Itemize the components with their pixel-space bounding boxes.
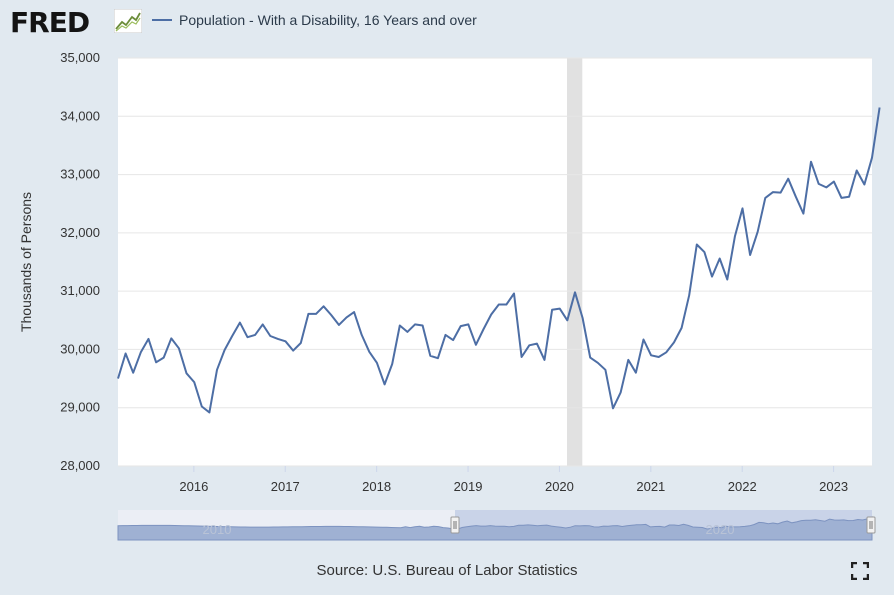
x-tick-label: 2018 bbox=[362, 479, 391, 494]
y-tick-label: 32,000 bbox=[60, 225, 100, 240]
source-note: Source: U.S. Bureau of Labor Statistics bbox=[316, 562, 578, 579]
x-tick-label: 2019 bbox=[454, 479, 483, 494]
legend-line-icon bbox=[152, 19, 172, 21]
y-tick-label: 29,000 bbox=[60, 400, 100, 415]
navigator-right-handle[interactable] bbox=[866, 516, 876, 534]
navigator-series-area bbox=[117, 516, 873, 541]
navigator-label-2010: 2010 bbox=[203, 522, 232, 537]
x-tick-label: 2022 bbox=[728, 479, 757, 494]
x-tick-label: 2016 bbox=[179, 479, 208, 494]
x-tick-label: 2023 bbox=[819, 479, 848, 494]
plot-area bbox=[118, 58, 872, 466]
x-tick-label: 2020 bbox=[545, 479, 574, 494]
x-tick-label: 2017 bbox=[271, 479, 300, 494]
y-tick-label: 34,000 bbox=[60, 108, 100, 123]
navigator-label-2020: 2020 bbox=[706, 522, 735, 537]
x-tick-label: 2021 bbox=[636, 479, 665, 494]
legend-label: Population - With a Disability, 16 Years… bbox=[179, 12, 477, 28]
y-tick-label: 30,000 bbox=[60, 341, 100, 356]
y-axis-label: Thousands of Persons bbox=[18, 192, 34, 332]
fred-logo[interactable]: FRED bbox=[10, 6, 90, 39]
chart-legend[interactable]: Population - With a Disability, 16 Years… bbox=[152, 12, 477, 28]
y-tick-label: 28,000 bbox=[60, 458, 100, 473]
recession-shading bbox=[567, 58, 583, 466]
y-tick-label: 33,000 bbox=[60, 167, 100, 182]
series-line[interactable] bbox=[117, 107, 881, 414]
navigator[interactable]: 2010 2020 bbox=[117, 510, 876, 541]
y-tick-label: 35,000 bbox=[60, 50, 100, 65]
y-tick-label: 31,000 bbox=[60, 283, 100, 298]
navigator-left-handle[interactable] bbox=[450, 516, 460, 534]
fred-chart-icon bbox=[114, 9, 142, 33]
fullscreen-icon[interactable] bbox=[851, 562, 869, 580]
